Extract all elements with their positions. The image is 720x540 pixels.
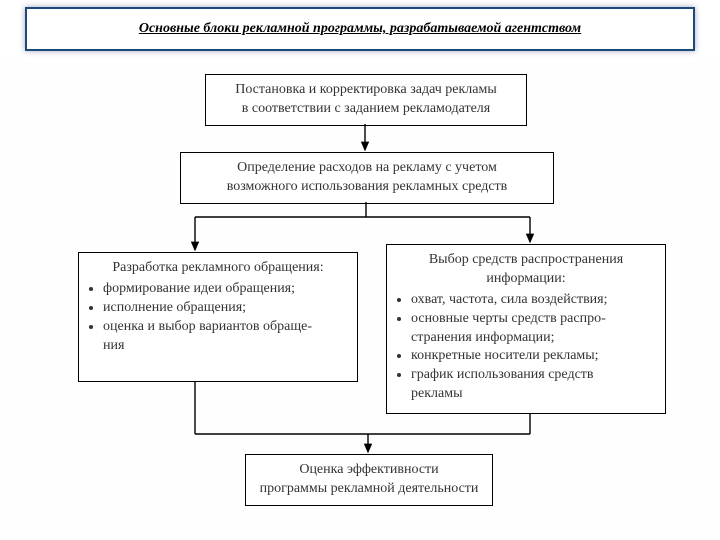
bullet-item: график использования средстврекламы	[411, 366, 655, 404]
node-text: Оценка эффективностипрограммы рекламной …	[260, 462, 479, 496]
flow-node-evaluation: Оценка эффективностипрограммы рекламной …	[245, 454, 493, 506]
bullet-item: формирование идеи обращения;	[103, 280, 347, 299]
flow-node-budget: Определение расходов на рекламу с учетом…	[180, 152, 554, 204]
node-heading: Разработка рекламного обращения:	[89, 259, 347, 278]
bullet-item: основные черты средств распро-странения …	[411, 310, 655, 348]
node-bullets: формирование идеи обращения; исполнение …	[89, 280, 347, 356]
page-title: Основные блоки рекламной программы, разр…	[139, 21, 581, 37]
flow-node-message-dev: Разработка рекламного обращения: формиро…	[78, 252, 358, 382]
node-heading: Выбор средств распространенияинформации:	[397, 251, 655, 289]
node-text: Определение расходов на рекламу с учетом…	[227, 160, 508, 194]
bullet-item: оценка и выбор вариантов обраще-ния	[103, 318, 347, 356]
node-text: Постановка и корректировка задач рекламы…	[235, 82, 497, 116]
flow-node-task-setting: Постановка и корректировка задач рекламы…	[205, 74, 527, 126]
page-header: Основные блоки рекламной программы, разр…	[30, 12, 690, 46]
node-bullets: охват, частота, сила воздействия; основн…	[397, 291, 655, 404]
bullet-item: охват, частота, сила воздействия;	[411, 291, 655, 310]
bullet-item: исполнение обращения;	[103, 299, 347, 318]
flowchart-diagram: Постановка и корректировка задач рекламы…	[0, 62, 720, 540]
bullet-item: конкретные носители рекламы;	[411, 347, 655, 366]
flow-node-media-choice: Выбор средств распространенияинформации:…	[386, 244, 666, 414]
